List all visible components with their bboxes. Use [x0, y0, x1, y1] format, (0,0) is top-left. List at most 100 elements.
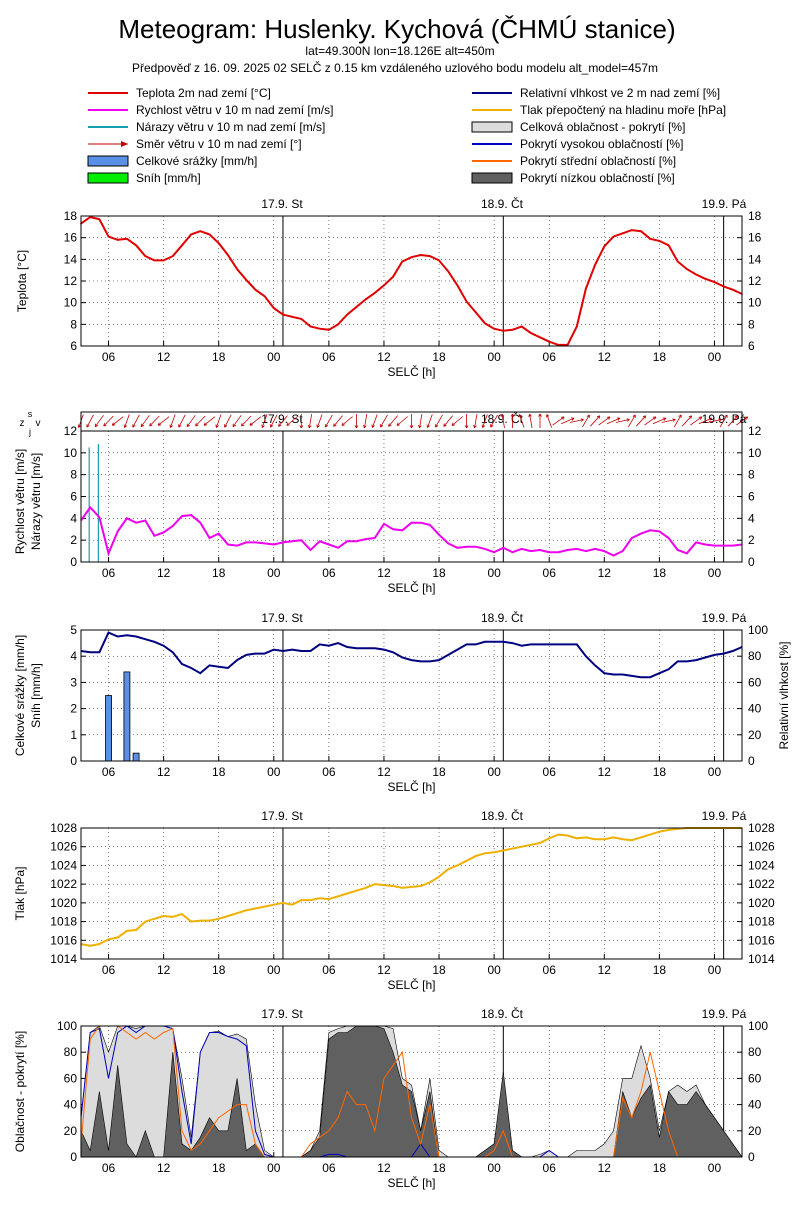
ytick-label-right: 20	[748, 1124, 762, 1138]
legend-item-right-0: Relativní vlhkost ve 2 m nad zemí [%]	[472, 86, 720, 100]
xtick-label: 00	[267, 566, 281, 580]
ytick-label-right: 16	[748, 231, 762, 245]
xtick-label: 00	[487, 566, 501, 580]
xtick-label: 12	[598, 1161, 612, 1175]
temperature-point	[383, 284, 385, 287]
y-axis-label: Oblačnost - pokrytí [%]	[13, 1031, 27, 1152]
wind-arrowhead	[261, 424, 265, 428]
wind-direction-arrow	[241, 415, 252, 427]
ytick-label: 2	[70, 533, 77, 547]
wind-arrowhead	[371, 424, 375, 428]
day-label: 17.9. St	[261, 197, 303, 211]
ytick-label-right: 80	[748, 1045, 762, 1059]
ytick-label: 2	[70, 702, 77, 716]
wind-direction-arrow	[86, 414, 94, 428]
ytick-label: 4	[70, 649, 77, 663]
ytick-label: 6	[70, 339, 77, 353]
wind-arrowhead	[178, 424, 182, 428]
wind-arrowhead	[169, 424, 173, 428]
xtick-label: 12	[377, 1161, 391, 1175]
wind-arrowhead	[481, 424, 486, 428]
humidity-line	[80, 631, 743, 679]
wind-direction-arrow	[124, 414, 130, 428]
temperature-point	[309, 325, 312, 328]
legend-item-left-0: Teplota 2m nad zemí [°C]	[88, 86, 271, 100]
legend-label: Sníh [mm/h]	[136, 171, 201, 185]
wind-arrowhead	[632, 414, 636, 418]
xtick-label: 00	[708, 566, 722, 580]
wind-direction-arrow	[546, 414, 552, 428]
x-axis-label: SELČ [h]	[387, 364, 435, 379]
wind-direction-arrow	[727, 415, 738, 427]
ytick-label-right: 8	[748, 468, 755, 482]
wind-direction-arrow	[606, 417, 621, 425]
wind-direction-arrow	[582, 414, 590, 428]
temperature-point	[511, 328, 514, 331]
wind-direction-arrow	[316, 414, 323, 428]
wind-direction-arrow	[232, 415, 242, 427]
temperature-point	[429, 255, 431, 257]
wind-direction-arrow	[396, 416, 408, 426]
wind-arrowhead	[580, 418, 584, 422]
temperature-point	[502, 330, 505, 332]
wind-direction-arrow	[451, 416, 464, 426]
wind-direction-arrow	[719, 414, 728, 428]
temperature-point	[493, 327, 495, 330]
wind-arrowhead	[510, 413, 515, 417]
temperature-point	[208, 233, 211, 236]
wind-direction-arrow	[598, 416, 611, 426]
wind-arrowhead	[606, 416, 611, 420]
ytick-label: 0	[70, 754, 77, 768]
xtick-label: 18	[653, 566, 667, 580]
wind-arrowhead	[698, 416, 703, 420]
wind-direction-arrow	[590, 415, 601, 427]
xtick-label: 18	[653, 1161, 667, 1175]
temperature-point	[162, 259, 165, 262]
wind-direction-arrow	[140, 415, 150, 427]
ytick-label: 12	[64, 274, 78, 288]
wind-direction-arrow	[427, 414, 433, 428]
day-label: 19.9. Pá	[702, 809, 747, 823]
wind-direction-arrow	[388, 415, 398, 427]
wind-arrowhead	[626, 418, 630, 422]
ytick-label-right: 10	[748, 446, 762, 460]
precip-bar	[132, 752, 140, 762]
ytick-label-right: 8	[748, 317, 755, 331]
temperature-point	[658, 240, 661, 242]
legend-swatch-box	[87, 172, 129, 184]
wind-direction-arrow	[186, 415, 196, 427]
wind-direction-arrow	[286, 416, 298, 426]
xtick-label: 00	[487, 765, 501, 779]
legend-item-right-1: Tlak přepočtený na hladinu moře [hPa]	[472, 103, 726, 117]
wind-arrowhead	[270, 424, 274, 428]
temperature-point	[520, 325, 523, 328]
xtick-label: 06	[543, 765, 557, 779]
temperature-line	[80, 216, 743, 346]
legend-item-right-4: Pokrytí střední oblačností [%]	[472, 154, 676, 168]
day-label: 19.9. Pá	[702, 611, 747, 625]
xtick-label: 06	[322, 1161, 336, 1175]
temperature-point	[272, 307, 275, 309]
ytick-label: 16	[64, 231, 78, 245]
wind-arrowhead	[203, 422, 208, 426]
temperature-point	[89, 216, 91, 218]
temperature-point	[328, 328, 330, 331]
ytick-label-right: 1018	[748, 915, 775, 929]
xtick-label: 18	[432, 350, 446, 364]
low-cloud-area	[80, 1025, 743, 1158]
ytick-label: 4	[70, 511, 77, 525]
temperature-point	[392, 275, 394, 278]
ytick-label: 1022	[50, 877, 77, 891]
xtick-label: 06	[102, 1161, 116, 1175]
legend-item-left-5: Sníh [mm/h]	[87, 171, 201, 185]
wind-axis-v: v	[36, 418, 41, 429]
wind-arrowhead	[186, 423, 190, 428]
wind-direction-arrow	[561, 417, 575, 425]
wind-direction-arrow	[652, 417, 666, 425]
ytick-label: 8	[70, 317, 77, 331]
wind-direction-arrow	[673, 414, 682, 428]
wind-arrowhead	[86, 424, 90, 428]
ytick-label-right: 18	[748, 209, 762, 223]
